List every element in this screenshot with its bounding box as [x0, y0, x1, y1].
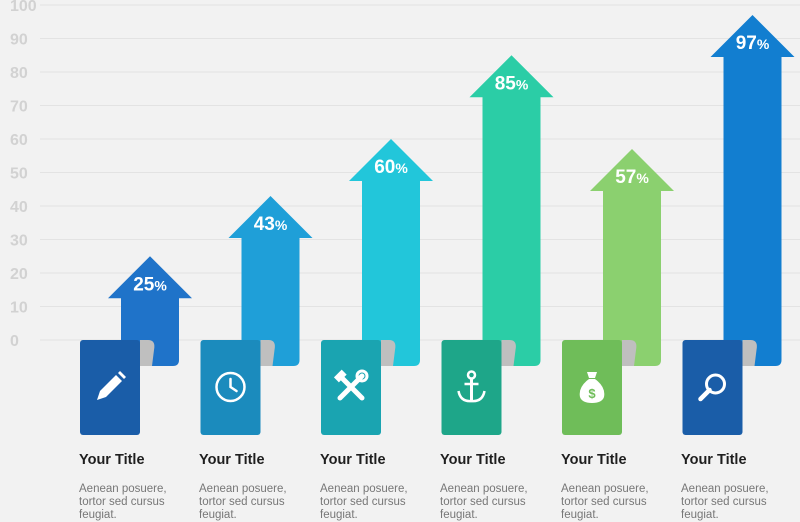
- y-tick-label: 50: [10, 166, 28, 183]
- y-tick-label: 70: [10, 99, 28, 116]
- arrow-bar-shape: [228, 195, 313, 366]
- tools-icon: [333, 369, 369, 401]
- category-card: [682, 340, 743, 435]
- item-description: Aenean posuere, tortor sed cursus feugia…: [561, 483, 649, 521]
- item-description: Aenean posuere, tortor sed cursus feugia…: [199, 483, 287, 521]
- arrow-bar-shape: [710, 15, 795, 367]
- item-description: Aenean posuere, tortor sed cursus feugia…: [681, 483, 769, 521]
- arrow-bar: $57%: [562, 149, 674, 435]
- card-fold: [140, 340, 155, 366]
- card-fold: [622, 340, 637, 366]
- item-description: Aenean posuere, tortor sed cursus feugia…: [320, 483, 408, 521]
- data-label: 85%: [495, 73, 529, 94]
- card-fold: [381, 340, 396, 366]
- item-title: Your Title: [320, 452, 386, 468]
- arrow-bar-shape: [469, 55, 554, 366]
- item-title: Your Title: [561, 452, 627, 468]
- data-label: 57%: [615, 167, 649, 188]
- arrow-bar: 25%: [80, 256, 192, 435]
- svg-text:$: $: [588, 386, 596, 401]
- y-tick-label: 0: [10, 333, 19, 350]
- data-label: 25%: [133, 274, 167, 295]
- y-tick-label: 20: [10, 266, 28, 283]
- card-fold: [501, 340, 516, 366]
- y-tick-label: 30: [10, 233, 28, 250]
- arrow-bar: 43%: [200, 195, 313, 435]
- item-description: Aenean posuere, tortor sed cursus feugia…: [440, 483, 528, 521]
- anchor-icon: [457, 370, 486, 403]
- card-fold: [260, 340, 275, 366]
- arrow-bar: 60%: [321, 139, 433, 435]
- card-fold: [742, 340, 757, 366]
- arrow-bar-shape: [590, 149, 674, 366]
- arrow-bar-shape: [349, 139, 433, 366]
- item-title: Your Title: [681, 452, 747, 468]
- item-title: Your Title: [79, 452, 145, 468]
- arrow-bar: 85%: [441, 55, 554, 435]
- arrow-bar: 97%: [682, 15, 795, 435]
- money-bag-icon: $: [579, 372, 605, 403]
- bars: 25% 43% 60% 85% $57% 97%: [80, 15, 795, 435]
- data-label: 60%: [374, 157, 408, 178]
- y-axis-ticks: 0 10 20 30 40 50 60 70 80 90 100: [10, 0, 37, 350]
- y-tick-label: 100: [10, 0, 37, 15]
- y-tick-label: 40: [10, 199, 28, 216]
- pencil-icon: [97, 371, 126, 400]
- item-description: Aenean posuere, tortor sed cursus feugia…: [79, 483, 167, 521]
- magnifier-icon: [698, 373, 726, 402]
- data-label: 43%: [254, 214, 288, 235]
- clock-icon: [215, 371, 246, 403]
- data-label: 97%: [736, 33, 770, 54]
- y-tick-label: 80: [10, 65, 28, 82]
- arrow-bar-shape: [108, 256, 192, 366]
- item-title: Your Title: [440, 452, 506, 468]
- y-tick-label: 90: [10, 32, 28, 49]
- y-tick-label: 60: [10, 132, 28, 149]
- item-title: Your Title: [199, 452, 265, 468]
- y-tick-label: 10: [10, 300, 28, 317]
